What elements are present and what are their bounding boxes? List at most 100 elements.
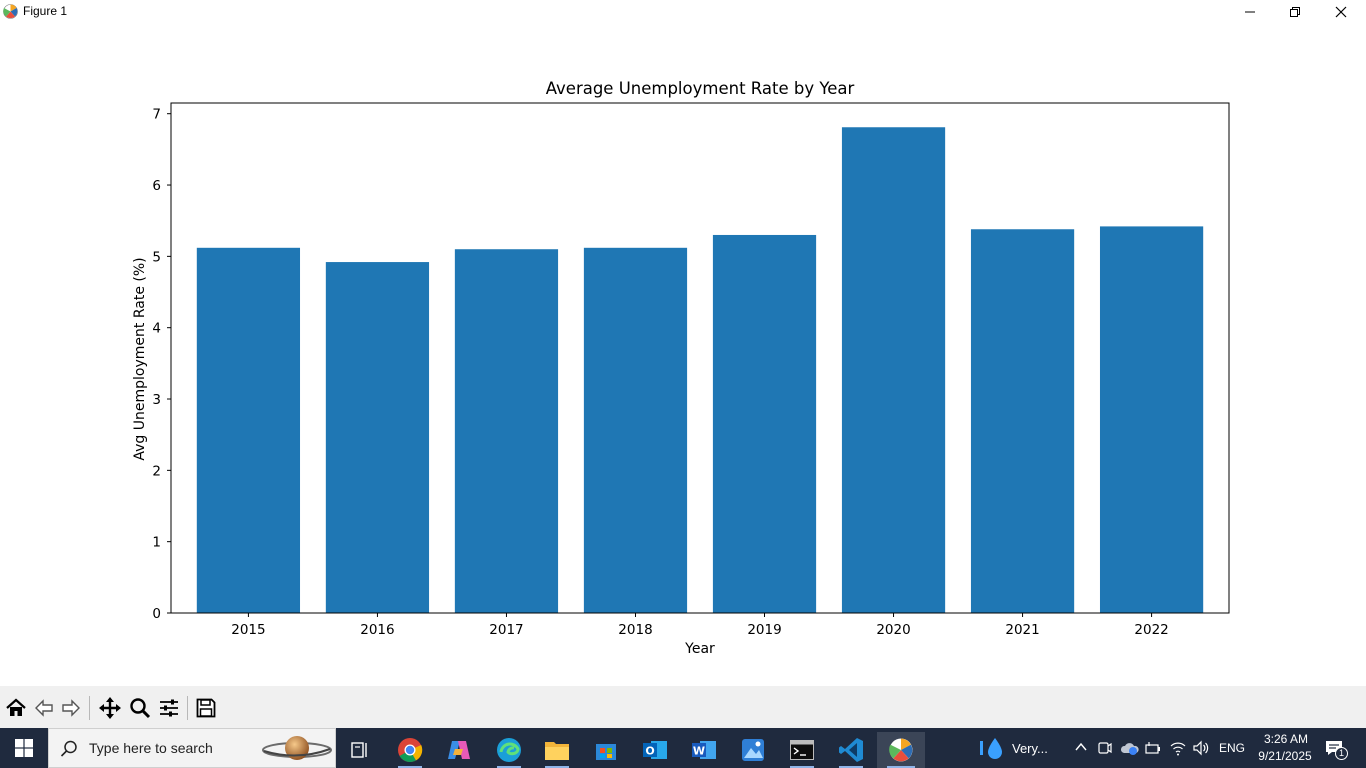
back-icon (35, 699, 53, 717)
taskbar-app-edge[interactable] (489, 732, 529, 768)
taskbar-app-vscode[interactable] (831, 732, 871, 768)
taskbar-app-outlook[interactable]: O (635, 732, 675, 768)
saturn-search-highlight-icon (262, 736, 332, 760)
word-icon: W (692, 741, 716, 759)
taskbar-app-word[interactable]: W (684, 732, 724, 768)
wifi-icon[interactable] (1170, 740, 1186, 756)
back-button[interactable] (30, 694, 58, 722)
running-indicator (887, 766, 915, 768)
running-indicator (545, 766, 569, 768)
photos-icon (742, 739, 764, 761)
maximize-icon (1290, 7, 1300, 17)
zoom-icon (130, 698, 151, 719)
search-placeholder: Type here to search (89, 740, 213, 756)
matplotlib-icon (889, 738, 913, 762)
minimize-icon (1245, 11, 1255, 13)
window-titlebar[interactable]: Figure 1 (0, 0, 1366, 24)
bar-2016 (325, 262, 430, 613)
running-indicator (839, 766, 863, 768)
taskbar-app-microsoft-store[interactable] (586, 732, 626, 768)
bar-2019 (712, 234, 817, 613)
y-tick-label: 2 (152, 463, 161, 479)
bar-2020 (841, 127, 946, 614)
pan-icon (99, 697, 121, 719)
taskbar-app-file-explorer[interactable] (537, 732, 577, 768)
maximize-button[interactable] (1272, 0, 1318, 24)
y-tick-label: 1 (152, 535, 161, 551)
running-indicator (790, 766, 814, 768)
taskbar-app-copilot[interactable] (439, 732, 479, 768)
battery-icon[interactable] (1145, 740, 1161, 756)
minimize-button[interactable] (1227, 0, 1273, 24)
microsoft-store-icon (596, 744, 616, 760)
weather-text[interactable]: Very... (1012, 741, 1048, 756)
windows-logo-icon (15, 739, 33, 757)
bar-chart: Average Unemployment Rate by Year 0 1 2 3 4 5… (132, 79, 1230, 657)
matplotlib-icon (3, 4, 18, 19)
x-axis-label: Year (684, 641, 715, 657)
save-icon (196, 698, 216, 718)
x-tick-label: 2021 (1005, 622, 1039, 638)
home-button[interactable] (2, 694, 30, 722)
y-tick-label: 6 (152, 178, 161, 194)
terminal-icon (790, 740, 814, 760)
bar-2015 (196, 247, 301, 614)
taskbar-app-chrome[interactable] (390, 732, 430, 768)
chevron-up-icon[interactable] (1074, 740, 1088, 754)
configure-subplots-button[interactable] (155, 694, 183, 722)
taskbar-app-terminal[interactable] (782, 732, 822, 768)
forward-icon (62, 699, 80, 717)
x-axis: 2015 2016 2017 2018 2019 2020 2021 2022 (231, 613, 1169, 638)
y-tick-label: 5 (152, 249, 161, 265)
y-tick-label: 0 (152, 606, 161, 622)
zoom-button[interactable] (126, 694, 154, 722)
x-tick-label: 2020 (876, 622, 910, 638)
taskbar-app-matplotlib[interactable] (877, 732, 925, 768)
onedrive-icon[interactable] (1120, 740, 1140, 756)
save-button[interactable] (192, 694, 220, 722)
running-indicator (398, 766, 422, 768)
chart-title: Average Unemployment Rate by Year (546, 79, 855, 98)
close-button[interactable] (1318, 0, 1364, 24)
start-button[interactable] (0, 728, 48, 768)
clock-date[interactable]: 9/21/2025 (1258, 749, 1312, 763)
svg-text:O: O (645, 745, 654, 758)
y-axis: 0 1 2 3 4 5 6 7 (152, 107, 171, 622)
taskbar-search-box[interactable]: Type here to search (48, 728, 336, 768)
plot-frame (170, 102, 1230, 614)
figure-canvas[interactable]: Average Unemployment Rate by Year 0 1 2 3 4 5… (0, 24, 1366, 686)
forward-button[interactable] (57, 694, 85, 722)
svg-text:W: W (693, 745, 705, 758)
edge-icon (497, 738, 521, 762)
notification-center-button[interactable]: 1 (1322, 736, 1348, 760)
bar-2017 (454, 249, 559, 614)
meet-now-icon[interactable] (1098, 740, 1112, 756)
close-icon (1335, 6, 1347, 18)
clock-time[interactable]: 3:26 AM (1263, 732, 1309, 746)
navigation-toolbar (0, 686, 1366, 728)
x-tick-label: 2017 (489, 622, 523, 638)
running-indicator (497, 766, 521, 768)
toolbar-separator (187, 696, 188, 720)
volume-icon[interactable] (1193, 740, 1209, 756)
file-explorer-icon (545, 742, 569, 760)
language-indicator[interactable]: ENG (1219, 741, 1246, 755)
notification-count-badge: 1 (1335, 747, 1348, 760)
task-view-button[interactable] (340, 732, 380, 768)
toolbar-separator (89, 696, 90, 720)
x-tick-label: 2018 (618, 622, 652, 638)
configure-subplots-icon (160, 699, 178, 717)
x-tick-label: 2015 (231, 622, 265, 638)
bars-group (196, 127, 1204, 614)
home-icon (6, 698, 26, 716)
taskbar-app-photos[interactable] (733, 732, 773, 768)
y-tick-label: 4 (152, 321, 161, 337)
y-axis-label: Avg Unemployment Rate (%) (132, 257, 148, 460)
vscode-icon (839, 738, 863, 762)
window-title: Figure 1 (23, 4, 68, 18)
y-tick-label: 7 (152, 107, 161, 123)
pan-button[interactable] (96, 694, 124, 722)
outlook-icon: O (643, 741, 667, 759)
x-tick-label: 2019 (747, 622, 781, 638)
bar-2022 (1099, 226, 1204, 613)
